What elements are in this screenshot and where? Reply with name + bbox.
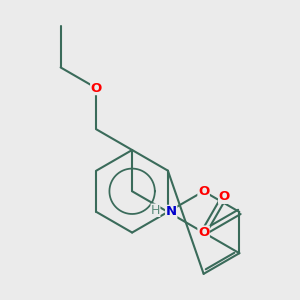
Text: O: O	[219, 190, 230, 203]
Text: H: H	[151, 204, 160, 217]
Text: N: N	[166, 206, 177, 218]
Text: O: O	[198, 226, 209, 239]
Text: O: O	[91, 82, 102, 94]
Text: O: O	[198, 185, 209, 198]
